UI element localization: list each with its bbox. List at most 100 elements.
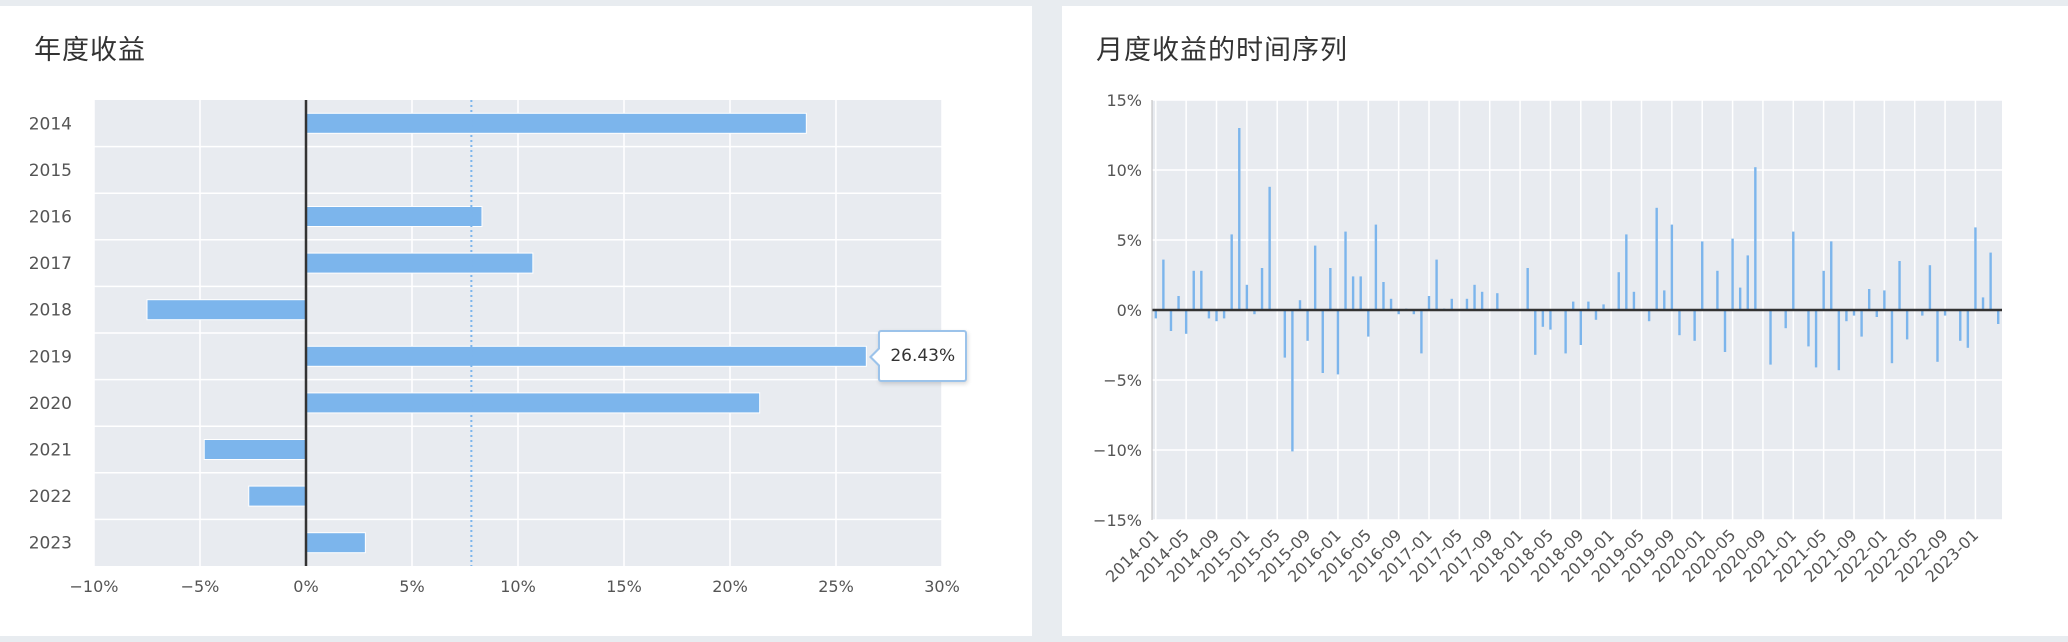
monthly-return-bar	[1412, 310, 1416, 315]
monthly-return-bar	[1678, 310, 1681, 336]
monthly-return-bar	[1291, 310, 1294, 452]
monthly-return-bar	[1943, 310, 1947, 316]
monthly-return-bar	[1526, 268, 1529, 310]
monthly-return-bar	[1830, 241, 1833, 310]
y-tick-label: 15%	[1106, 91, 1142, 110]
monthly-return-bar	[1784, 310, 1787, 329]
y-tick-label: 10%	[1106, 161, 1142, 180]
monthly-return-bar	[1321, 310, 1324, 373]
x-tick-label: −10%	[70, 577, 119, 596]
monthly-return-bar	[1989, 252, 1992, 310]
monthly-return-bar	[1632, 291, 1636, 310]
monthly-return-bar	[1602, 304, 1605, 310]
monthly-return-bar	[1268, 186, 1271, 310]
monthly-return-bar	[1625, 234, 1628, 310]
monthly-return-bar	[1860, 310, 1863, 337]
annual-returns-chart: −10% −5% 0% 5% 10% 15% 20% 25% 30% 2014 2015 2016 20…	[29, 100, 960, 596]
monthly-return-bar	[1534, 310, 1537, 355]
monthly-return-bar	[1162, 259, 1165, 310]
monthly-return-bar	[1336, 310, 1340, 375]
monthly-return-bar	[1655, 207, 1658, 310]
monthly-return-bar	[1921, 310, 1924, 316]
monthly-return-bar	[1852, 310, 1856, 316]
monthly-return-bar	[1966, 310, 1970, 348]
monthly-return-bar	[1701, 241, 1704, 310]
x-tick-label: 10%	[500, 577, 536, 596]
monthly-return-bar	[1306, 310, 1309, 341]
x-tick-label: 25%	[818, 577, 854, 596]
monthly-return-bar	[1723, 310, 1727, 352]
y-tick-label: 2023	[29, 534, 72, 554]
monthly-return-bar	[1450, 298, 1453, 310]
monthly-return-bar	[1200, 270, 1203, 310]
annual-return-bar	[305, 252, 534, 274]
monthly-returns-chart: −15%−10%−5%0%5%10%15%2014-012014-052014-…	[1093, 91, 2002, 586]
monthly-returns-title: 月度收益的时间序列	[1096, 35, 1348, 66]
monthly-return-bar	[1845, 310, 1848, 322]
monthly-return-bar	[1192, 270, 1195, 310]
monthly-return-bar	[1222, 310, 1226, 319]
monthly-return-bar	[1670, 224, 1674, 310]
monthly-return-bar	[1260, 268, 1264, 310]
monthly-return-bar	[1693, 310, 1696, 341]
y-tick-label: 2015	[29, 161, 72, 181]
monthly-return-bar	[1283, 310, 1287, 358]
monthly-return-bar	[1890, 310, 1894, 364]
x-tick-label: −5%	[181, 577, 220, 596]
annual-return-bar	[305, 392, 761, 414]
x-tick-label: 30%	[924, 577, 960, 596]
x-tick-label: 5%	[399, 577, 424, 596]
tooltip-value: 26.43%	[890, 346, 956, 367]
monthly-return-bar	[1587, 301, 1590, 310]
bar-tooltip: 26.43%	[869, 330, 968, 383]
monthly-return-bar	[1473, 284, 1476, 310]
monthly-return-bar	[1420, 310, 1423, 354]
monthly-return-bar	[1905, 310, 1909, 340]
annual-return-bar	[305, 206, 483, 227]
monthly-return-bar	[1541, 310, 1545, 327]
monthly-return-bar	[1883, 290, 1886, 310]
monthly-return-bar	[1374, 224, 1378, 310]
monthly-return-bar	[1792, 231, 1795, 310]
monthly-return-bar	[1389, 298, 1393, 310]
monthly-return-bar	[1594, 310, 1598, 320]
monthly-return-bar	[1351, 276, 1355, 310]
monthly-return-bar	[1746, 255, 1749, 310]
monthly-return-bar	[1382, 282, 1385, 310]
monthly-return-bar	[1435, 259, 1438, 310]
monthly-return-bar	[1814, 310, 1818, 368]
x-tick-label: 20%	[712, 577, 748, 596]
annual-returns-title: 年度收益	[34, 35, 146, 66]
y-tick-label: 2020	[29, 394, 72, 414]
monthly-return-bar	[1837, 310, 1841, 371]
monthly-return-bar	[1367, 310, 1370, 337]
annual-return-bar	[305, 112, 807, 134]
y-tick-label: −15%	[1093, 511, 1142, 530]
monthly-return-bar	[1663, 290, 1666, 310]
monthly-return-bar	[1716, 270, 1719, 310]
monthly-returns-panel: 月度收益的时间序列 −15% −10% −5% 0% 5% 10% 15% 2014-01 20…	[1062, 6, 2068, 636]
annual-return-bar	[146, 299, 307, 321]
y-tick-label: 2022	[29, 487, 72, 507]
monthly-return-bar	[1154, 310, 1157, 319]
monthly-return-bar	[1177, 296, 1180, 310]
monthly-return-bar	[1169, 310, 1173, 331]
monthly-return-bar	[1313, 245, 1317, 310]
monthly-return-bar	[1465, 298, 1469, 310]
monthly-return-bar	[1298, 300, 1302, 310]
monthly-return-bar	[1959, 310, 1962, 341]
monthly-return-bar	[1480, 291, 1484, 310]
y-tick-label: 5%	[1117, 231, 1142, 250]
monthly-return-bar	[1549, 310, 1552, 330]
y-tick-label: 2018	[29, 301, 72, 321]
monthly-return-bar	[1344, 231, 1347, 310]
monthly-return-bar	[1617, 272, 1620, 310]
monthly-return-bar	[1769, 310, 1772, 365]
y-tick-label: 0%	[1117, 301, 1142, 320]
monthly-return-bar	[1875, 310, 1878, 317]
y-tick-label: 2016	[29, 208, 72, 228]
monthly-return-bar	[1867, 289, 1871, 310]
monthly-return-bar	[1329, 268, 1332, 310]
monthly-return-bar	[1359, 276, 1362, 310]
y-tick-label: 2017	[29, 254, 72, 274]
